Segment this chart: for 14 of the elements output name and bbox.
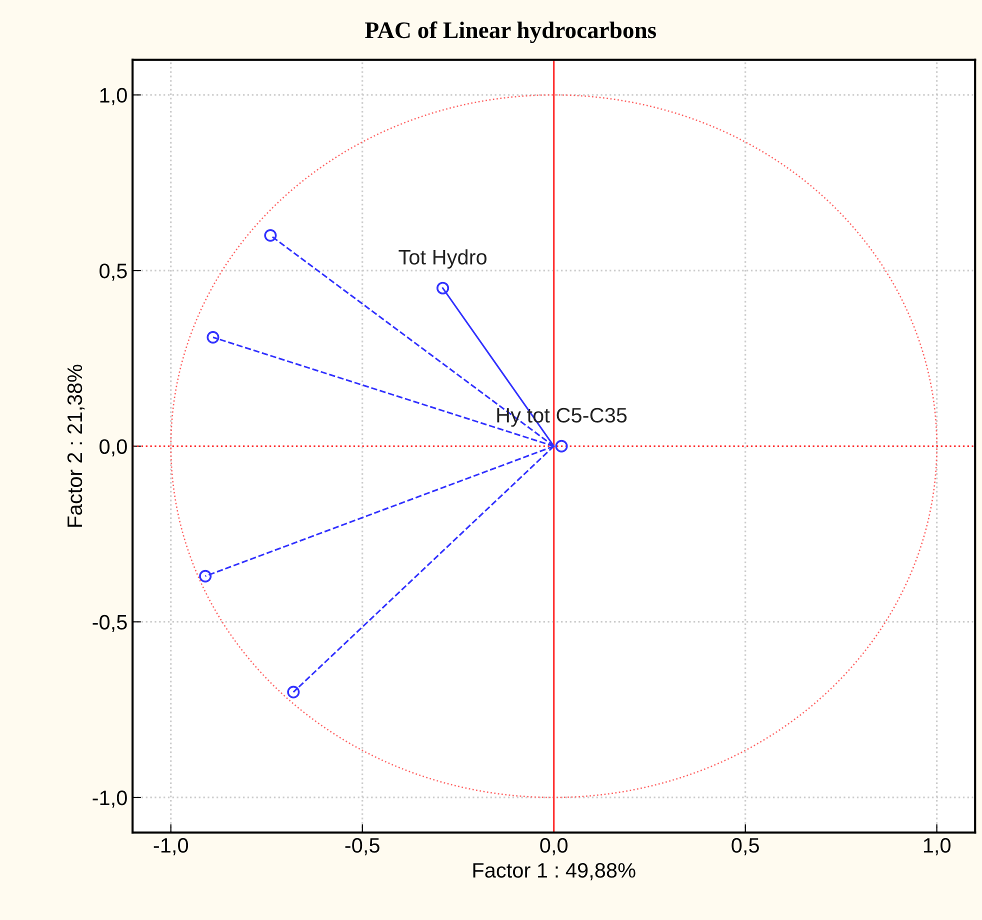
annotation: Tot Hydro (398, 249, 486, 269)
y-tick-label: 0,5 (100, 264, 127, 281)
x-tick-label: -0,5 (345, 838, 380, 856)
chart-title: PAC of Linear hydrocarbons (365, 21, 656, 44)
x-axis-title: Factor 1 : 49,88% (473, 862, 636, 880)
x-tick-label: 0,0 (540, 838, 568, 856)
y-tick-label: 1,0 (100, 88, 127, 106)
x-tick-label: 1,0 (924, 838, 950, 856)
y-tick-label: -1,0 (92, 790, 127, 808)
x-tick-label: 0,5 (732, 838, 759, 856)
y-tick-label: 0,0 (100, 439, 127, 456)
y-tick-label: -0,5 (92, 614, 127, 632)
y-axis-title: Factor 2 : 21,38% (67, 364, 85, 527)
x-tick-label: -1,0 (154, 838, 188, 856)
